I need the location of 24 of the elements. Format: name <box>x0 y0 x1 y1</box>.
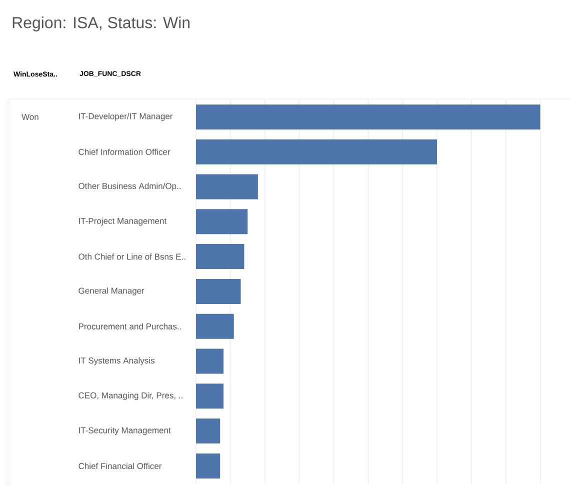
y-tick-label: Chief Financial Officer <box>78 462 162 470</box>
bar <box>196 418 220 444</box>
y-tick-label: Procurement and Purchas.. <box>78 323 181 330</box>
bar <box>196 139 437 164</box>
bar <box>196 278 241 304</box>
y-tick-label: Oth Chief or Line of Bsns E.. <box>78 253 186 260</box>
y-tick-label: IT Systems Analysis <box>79 357 154 366</box>
y-tick-label: IT-Project Management <box>79 218 167 226</box>
bar <box>196 348 224 374</box>
text: Won <box>22 114 38 120</box>
bar <box>196 244 244 270</box>
y-tick-label: IT-Developer/IT Manager <box>79 112 173 121</box>
bar <box>196 209 248 234</box>
bar <box>196 104 540 130</box>
chart-title: Region: ISA, Status: Win <box>12 16 190 32</box>
y-tick-label: CEO, Managing Dir, Pres, .. <box>78 392 182 400</box>
bar <box>196 174 258 200</box>
bar <box>196 314 234 339</box>
bar <box>196 453 220 478</box>
y-tick-label: Chief Information Officer <box>78 148 170 155</box>
y-tick-label: Other Business Admin/Op.. <box>78 182 180 191</box>
bar <box>196 384 224 409</box>
y-tick-label: IT-Security Management <box>79 427 171 435</box>
y-tick-label: General Manager <box>78 287 144 296</box>
